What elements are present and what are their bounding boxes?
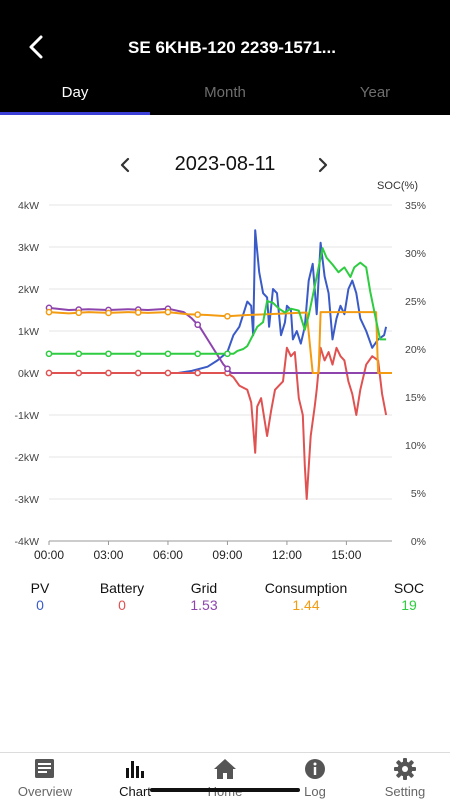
series-marker-soc — [194, 350, 202, 358]
series-marker-soc — [105, 350, 112, 358]
y-right-tick-label: 25% — [405, 296, 426, 308]
y-right-tick-label: 0% — [411, 536, 426, 548]
document-icon — [35, 759, 54, 778]
y-right-tick-label: 5% — [411, 488, 426, 500]
back-arrow-icon[interactable] — [22, 32, 52, 62]
series-line-soc — [49, 247, 387, 355]
y-left-tick-label: -4kW — [15, 536, 40, 548]
y-left-tick-label: 1kW — [18, 326, 39, 338]
x-tick-label: 15:00 — [331, 548, 361, 562]
app-header: SE 6KHB-120 2239-1571... Day Month Year — [0, 0, 450, 115]
tab-day[interactable]: Day — [61, 84, 89, 101]
legend-consumption-label: Consumption — [264, 580, 348, 596]
series-marker-consumption — [45, 308, 53, 316]
system-home-indicator — [150, 788, 300, 792]
series-marker-soc — [134, 350, 142, 358]
chevron-left-icon[interactable] — [114, 154, 136, 176]
legend-pv-value: 0 — [36, 597, 44, 613]
y-right-tick-label: 35% — [405, 200, 426, 212]
legend-soc-label: SOC — [393, 580, 425, 596]
nav-log[interactable]: Log — [270, 753, 360, 800]
legend-pv-label: PV — [30, 580, 50, 596]
y-left-tick-label: 0kW — [18, 368, 39, 380]
series-marker-consumption — [134, 309, 142, 316]
home-icon — [214, 759, 236, 779]
series-line-pv — [49, 229, 388, 374]
chart-legend: PV 0 Battery 0 Grid 1.53 Consumption 1.4… — [0, 580, 450, 620]
active-tab-indicator — [0, 112, 150, 115]
tab-year[interactable]: Year — [359, 84, 391, 101]
series-marker-consumption — [105, 309, 112, 317]
period-tabs: Day Month Year — [0, 78, 450, 115]
legend-soc[interactable]: SOC 19 — [388, 580, 430, 613]
series-marker-soc — [224, 350, 231, 358]
nav-overview[interactable]: Overview — [0, 753, 90, 800]
legend-soc-value: 19 — [401, 597, 417, 613]
series-marker-consumption — [164, 308, 172, 316]
series-marker-grid — [194, 321, 202, 329]
series-marker-battery — [75, 369, 83, 377]
x-tick-label: 06:00 — [153, 548, 183, 562]
series-marker-soc — [75, 350, 83, 358]
series-marker-consumption — [194, 311, 202, 318]
y-left-tick-label: -1kW — [15, 410, 40, 422]
series-marker-battery — [194, 369, 202, 377]
y-right-tick-label: 30% — [405, 248, 426, 260]
y-right-tick-label: 15% — [405, 392, 426, 404]
y-left-tick-label: -3kW — [15, 494, 40, 506]
legend-grid-value: 1.53 — [190, 597, 218, 613]
bottom-navigation: Overview Chart Home Log — [0, 752, 450, 800]
x-tick-label: 03:00 — [93, 548, 123, 562]
chevron-right-icon[interactable] — [312, 154, 334, 176]
nav-overview-label: Overview — [17, 784, 73, 799]
info-icon — [305, 759, 325, 779]
series-marker-battery — [45, 369, 53, 377]
legend-grid[interactable]: Grid 1.53 — [180, 580, 228, 613]
series-marker-soc — [164, 350, 172, 358]
selected-date[interactable]: 2023-08-11 — [174, 153, 276, 175]
series-marker-grid — [224, 365, 231, 373]
tab-month[interactable]: Month — [204, 84, 246, 101]
gear-icon — [394, 758, 416, 780]
y-left-tick-label: 2kW — [18, 284, 39, 296]
y-right-tick-label: 20% — [405, 344, 426, 356]
legend-grid-label: Grid — [190, 580, 218, 596]
series-marker-battery — [164, 369, 172, 377]
x-tick-label: 12:00 — [272, 548, 302, 562]
legend-battery[interactable]: Battery 0 — [90, 580, 154, 613]
bar-chart-icon — [126, 761, 144, 778]
date-selector: 2023-08-11 — [0, 150, 450, 180]
series-line-consumption — [48, 311, 392, 374]
series-marker-consumption — [224, 312, 231, 320]
y-left-tick-label: 4kW — [18, 200, 39, 212]
y-left-tick-label: 3kW — [18, 242, 39, 254]
series-line-battery — [49, 346, 388, 500]
nav-log-label: Log — [304, 784, 326, 799]
series-line-grid — [48, 306, 392, 374]
power-chart[interactable]: SOC(%) 4kW 3kW 2kW 1kW 0kW -1kW -2kW -3kW -4kW 35… — [0, 175, 450, 575]
y-right-tick-label: 10% — [405, 440, 426, 452]
legend-pv[interactable]: PV 0 — [20, 580, 60, 613]
nav-setting[interactable]: Setting — [360, 753, 450, 800]
series-marker-battery — [105, 369, 112, 377]
legend-battery-label: Battery — [99, 580, 145, 596]
nav-home[interactable]: Home — [180, 753, 270, 800]
soc-axis-title: SOC(%) — [377, 180, 418, 192]
legend-consumption[interactable]: Consumption 1.44 — [254, 580, 358, 613]
page-title: SE 6KHB-120 2239-1571... — [128, 38, 336, 57]
nav-chart[interactable]: Chart — [90, 753, 180, 800]
series-marker-battery — [134, 369, 142, 377]
x-tick-label: 00:00 — [34, 548, 64, 562]
legend-consumption-value: 1.44 — [292, 597, 320, 613]
series-marker-soc — [45, 350, 53, 358]
y-left-tick-label: -2kW — [15, 452, 40, 464]
nav-chart-label: Chart — [119, 784, 151, 799]
x-tick-label: 09:00 — [212, 548, 242, 562]
legend-battery-value: 0 — [118, 597, 126, 613]
series-marker-consumption — [75, 309, 83, 317]
nav-setting-label: Setting — [384, 784, 426, 799]
